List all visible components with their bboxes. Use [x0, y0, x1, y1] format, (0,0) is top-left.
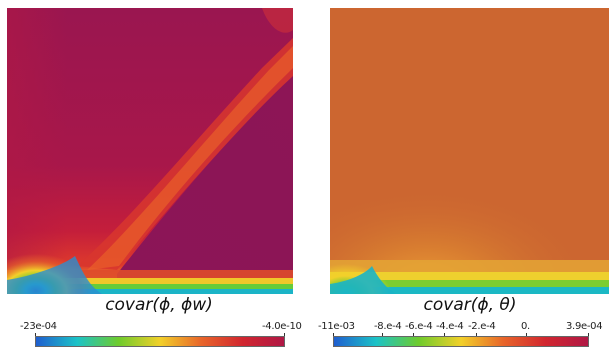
- right-heatmap-boundary-green: [330, 280, 609, 288]
- left-plot-caption: covar(ϕ, ϕw): [105, 295, 213, 315]
- left-colorbar-tick-min: [35, 333, 36, 338]
- right-colorbar: [333, 336, 589, 347]
- right-colorbar-tick-label-0: -11e-03: [318, 321, 355, 332]
- right-colorbar-tick-5: [526, 333, 527, 338]
- right-colorbar-tick-label-3: -4.e-4: [436, 321, 464, 332]
- right-heatmap-corner-cyan: [330, 266, 396, 294]
- right-heatmap-boundary-cyan: [330, 287, 609, 294]
- right-colorbar-tick-label-5: 0.: [521, 321, 530, 332]
- right-colorbar-tick-2: [413, 333, 414, 338]
- left-heatmap-diagonal-band: [77, 38, 293, 270]
- right-colorbar-tick-label-6: 3.9e-04: [566, 321, 603, 332]
- left-colorbar-max-label: -4.0e-10: [262, 321, 302, 332]
- right-colorbar-tick-label-4: -2.e-4: [468, 321, 496, 332]
- right-colorbar-tick-3: [444, 333, 445, 338]
- right-heatmap-svg: [330, 8, 609, 294]
- left-heatmap-top-streak: [262, 8, 293, 33]
- right-colorbar-tick-6: [588, 333, 589, 338]
- right-colorbar-tick-label-1: -8.e-4: [374, 321, 402, 332]
- left-colorbar-tick-max: [284, 333, 285, 338]
- right-heatmap: [330, 8, 609, 294]
- right-colorbar-tick-1: [382, 333, 383, 338]
- left-colorbar-min-label: -23e-04: [20, 321, 57, 332]
- right-plot-caption: covar(ϕ, θ): [423, 295, 517, 315]
- left-colorbar: [35, 336, 285, 347]
- right-colorbar-tick-label-2: -6.e-4: [405, 321, 433, 332]
- right-colorbar-tick-4: [476, 333, 477, 338]
- right-heatmap-boundary-yellow: [330, 272, 609, 282]
- right-colorbar-tick-0: [333, 333, 334, 338]
- left-heatmap: [7, 8, 293, 294]
- left-heatmap-diagonal-highlight: [87, 46, 293, 270]
- left-heatmap-corner-blue: [7, 256, 102, 294]
- left-heatmap-svg: [7, 8, 293, 294]
